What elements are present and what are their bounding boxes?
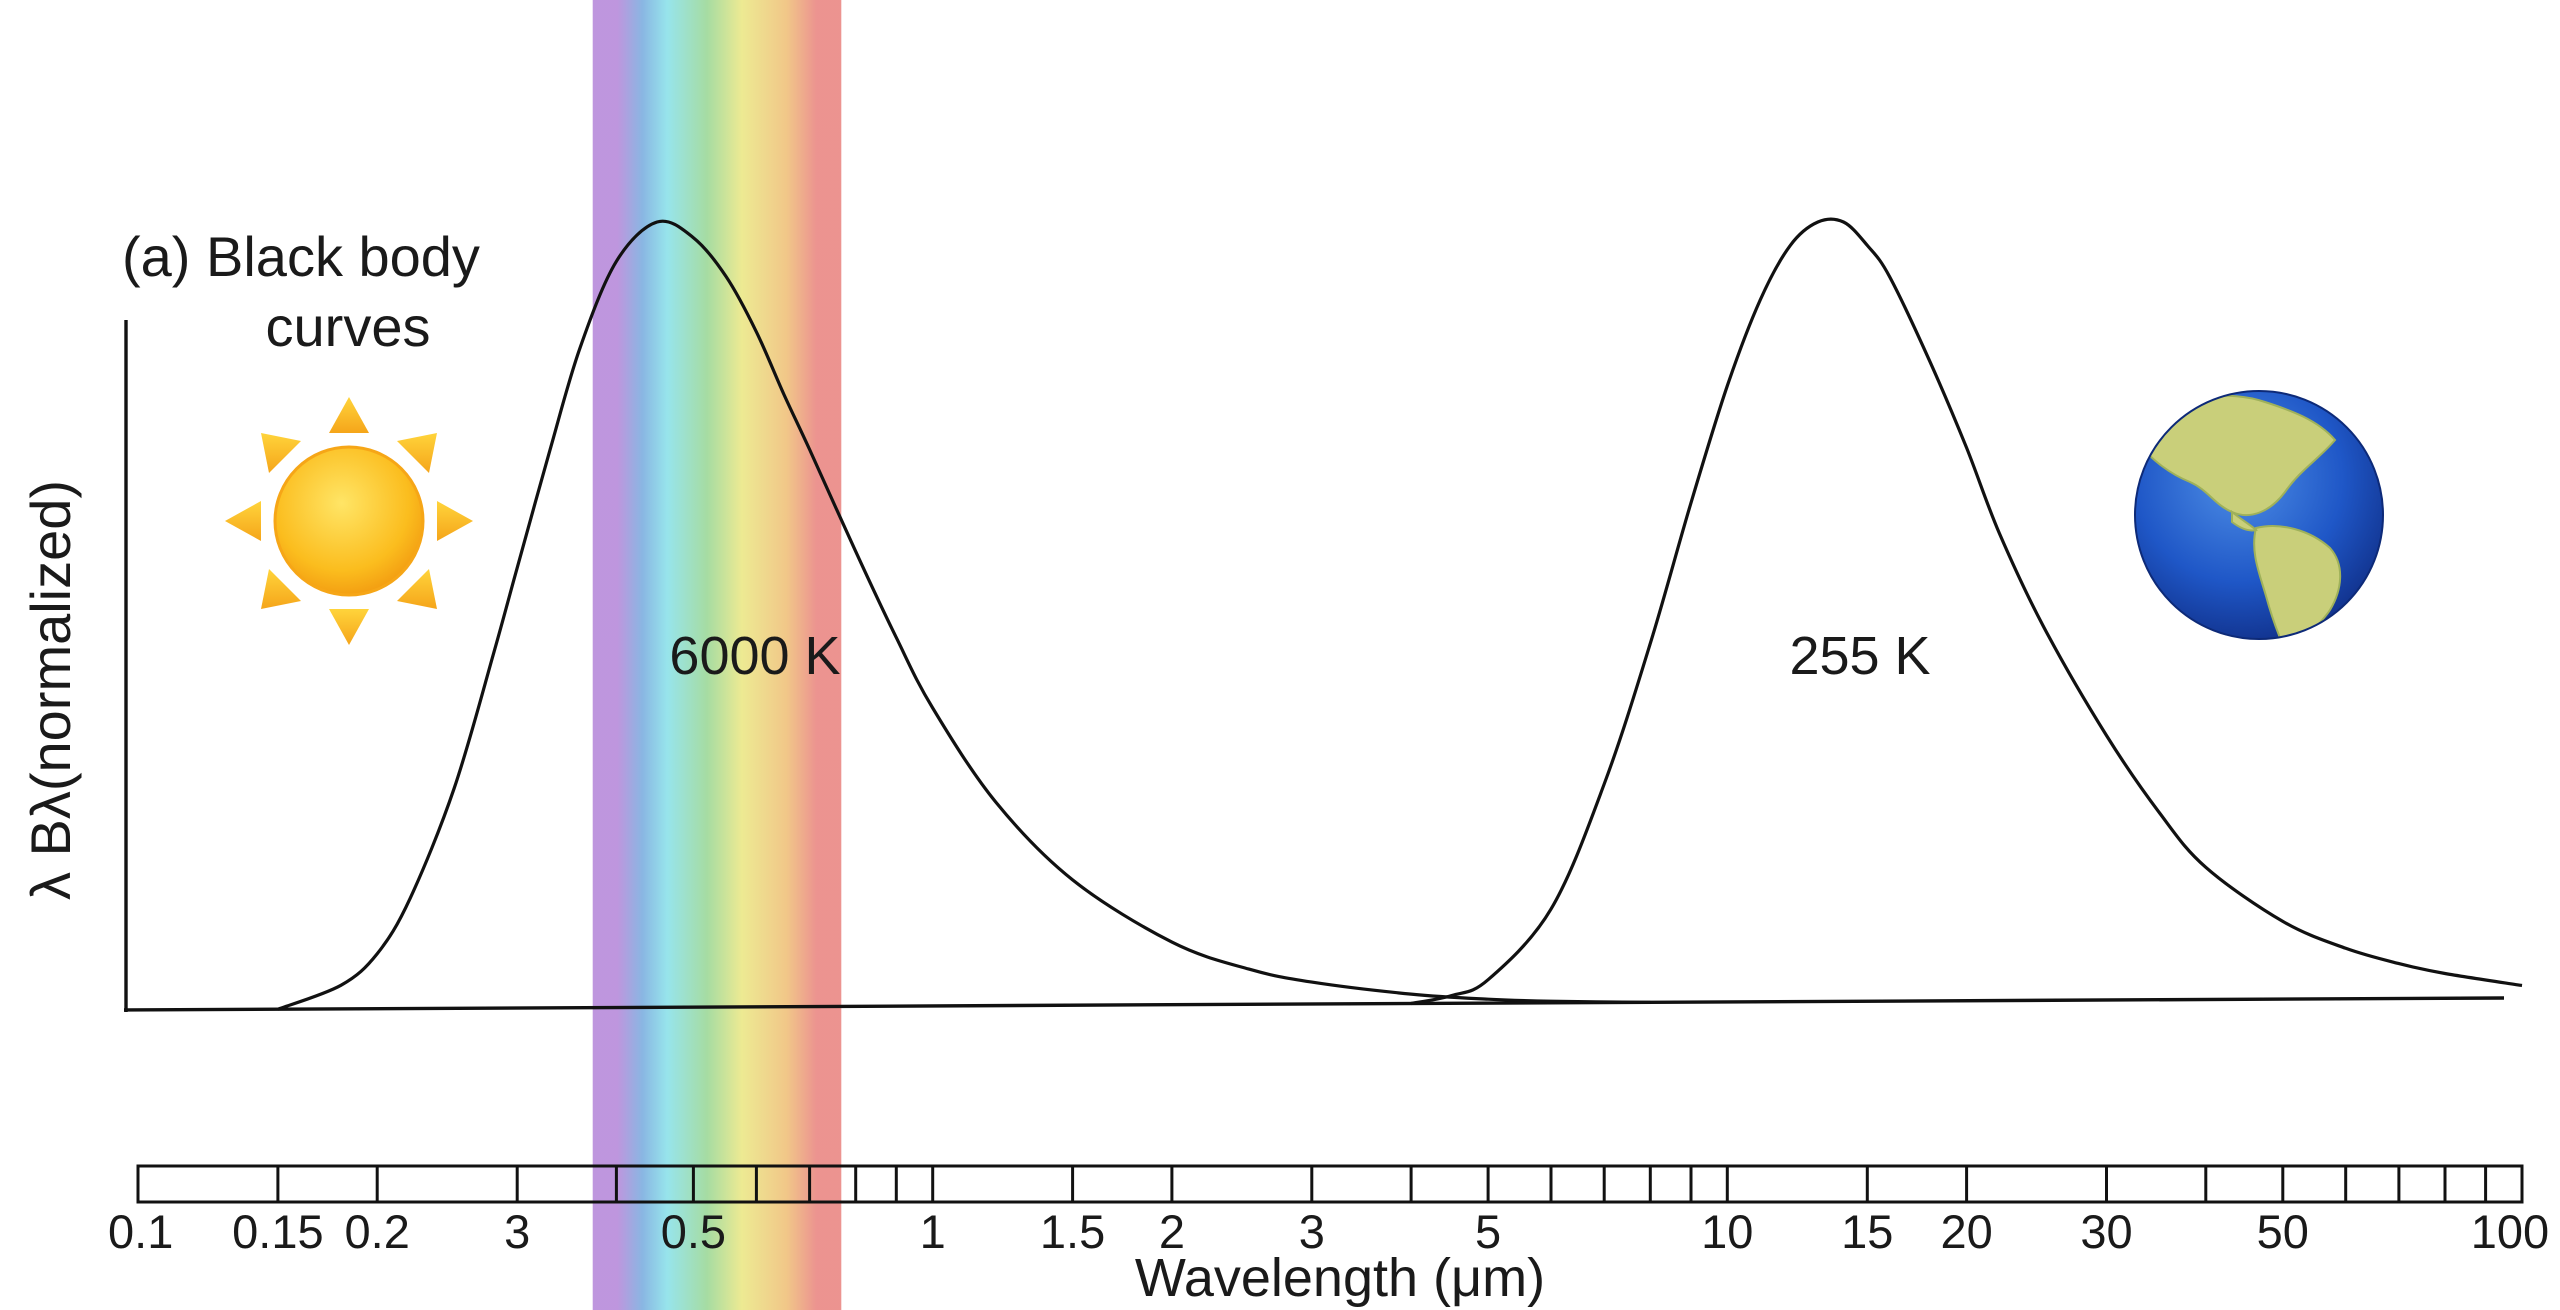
curve-6000k — [277, 219, 1651, 1011]
x-tick-label: 5 — [1475, 1205, 1501, 1258]
x-tick-label: 1.5 — [1040, 1205, 1105, 1258]
earth-icon — [2134, 390, 2384, 640]
x-tick-label: 3 — [1299, 1205, 1325, 1258]
x-tick-label: 0.5 — [661, 1205, 726, 1258]
x-axis — [123, 996, 2505, 1012]
x-tick-label: 1 — [920, 1205, 946, 1258]
visible-spectrum-band — [592, 0, 842, 1310]
x-tick-label: 3 — [504, 1205, 530, 1258]
y-axis-label: λ Bλ(normalized) — [19, 480, 82, 900]
chart-title-line-2: curves — [266, 295, 431, 358]
x-tick-label: 100 — [2471, 1205, 2549, 1258]
sun-icon — [225, 397, 473, 645]
x-tick-label: 20 — [1940, 1205, 1992, 1258]
x-tick-label: 2 — [1159, 1205, 1185, 1258]
x-tick-label: 30 — [2080, 1205, 2132, 1258]
chart-title-line-1: (a) Black body — [122, 225, 480, 288]
x-tick-label: 15 — [1841, 1205, 1893, 1258]
x-tick-labels: 0.1 0.15 0.2 3 0.5 1 1.5 2 3 5 10 15 20 30 50 100 — [108, 1205, 2549, 1258]
x-axis-label: Wavelength (μm) — [1135, 1248, 1545, 1308]
wavelength-scale-bar — [136, 1164, 2524, 1204]
series-label-255k: 255 K — [1789, 626, 1930, 686]
x-tick-label: 0.1 — [108, 1205, 173, 1258]
x-tick-label: 0.2 — [345, 1205, 410, 1258]
series-label-6000k: 6000 K — [669, 626, 840, 686]
x-tick-label: 0.15 — [232, 1205, 323, 1258]
x-tick-label: 50 — [2257, 1205, 2309, 1258]
curve-255k — [1410, 217, 2523, 1006]
x-tick-label: 10 — [1701, 1205, 1753, 1258]
